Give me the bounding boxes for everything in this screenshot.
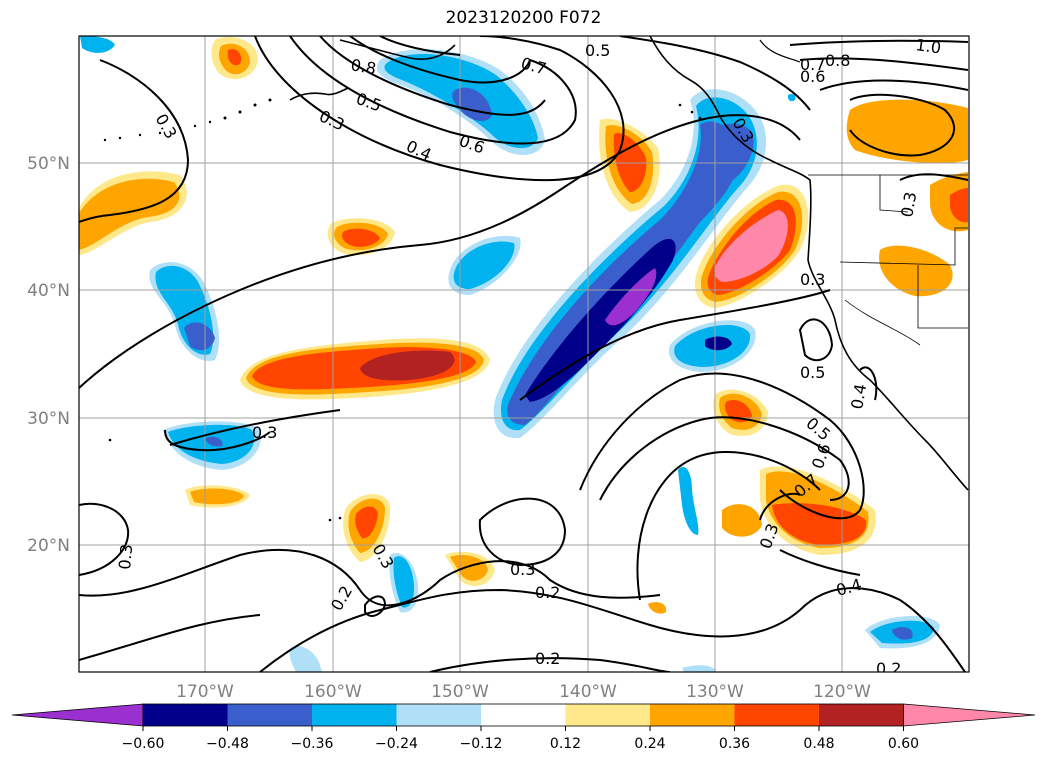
colorbar-swatch <box>650 704 735 726</box>
contour-label: 0.3 <box>897 190 920 218</box>
colorbar-tick-label: 0.36 <box>719 736 750 752</box>
lon-label: 140°W <box>559 682 617 702</box>
contour-label: 0.2 <box>535 649 560 668</box>
contour-label: 0.7 <box>800 55 825 74</box>
latitude-labels: 50°N 40°N 30°N 20°N <box>27 154 70 556</box>
colorbar-swatch <box>734 704 820 726</box>
islands <box>103 98 702 522</box>
lon-label: 150°W <box>431 682 489 702</box>
colorbar-swatch <box>227 704 313 726</box>
contour-label: 0.3 <box>510 560 535 579</box>
map-panel: 0.3 0.3 0.5 0.8 0.4 0.6 0.7 0.5 1.0 0.8 … <box>79 35 969 678</box>
contour-label: 0.5 <box>585 41 610 60</box>
contour-label: 0.8 <box>349 55 377 78</box>
colorbar-tick-label: 0.48 <box>803 736 834 752</box>
colorbar <box>11 703 1036 727</box>
map-frame <box>78 35 970 673</box>
contour-label: 1.0 <box>914 35 942 57</box>
colorbar-tick-label: 0.24 <box>634 736 665 752</box>
contour-label: 0.4 <box>847 382 870 410</box>
contour-label: 0.3 <box>115 543 136 570</box>
lat-label: 40°N <box>27 281 70 301</box>
longitude-labels: 170°W 160°W 150°W 140°W 130°W 120°W <box>176 682 871 702</box>
contour-label: 0.5 <box>800 363 825 382</box>
colorbar-tick-label: −0.24 <box>375 736 418 752</box>
colorbar-extend-min <box>11 703 144 727</box>
lon-label: 120°W <box>813 682 871 702</box>
colorbar-tick-label: −0.60 <box>122 736 165 752</box>
contour-label: 0.3 <box>252 423 277 442</box>
contour-label: 0.2 <box>535 583 560 602</box>
negative-anomaly-fills <box>80 36 940 672</box>
contour-label: 0.8 <box>825 51 850 70</box>
colorbar-swatch <box>481 704 566 726</box>
colorbar-swatch <box>819 704 904 726</box>
lon-label: 160°W <box>304 682 362 702</box>
colorbar-extend-max <box>903 703 1036 727</box>
colorbar-tick-label: −0.36 <box>291 736 334 752</box>
colorbar-swatch <box>312 704 397 726</box>
lat-label: 20°N <box>27 536 70 556</box>
colorbar-tick-label: −0.48 <box>206 736 249 752</box>
colorbar-swatch <box>396 704 482 726</box>
lat-label: 30°N <box>27 409 70 429</box>
colorbar-tick-label: 0.12 <box>550 736 581 752</box>
positive-anomaly-fills <box>79 36 968 614</box>
contour-label-group: 0.3 0.3 0.5 0.8 0.4 0.6 0.7 0.5 1.0 0.8 … <box>115 35 942 678</box>
lon-label: 130°W <box>686 682 744 702</box>
colorbar-tick-label: 0.60 <box>888 736 919 752</box>
lon-label: 170°W <box>176 682 234 702</box>
contour-lines <box>79 36 969 672</box>
contour-label: 0.3 <box>800 270 825 289</box>
colorbar-swatch <box>143 704 228 726</box>
colorbar-swatch <box>565 704 651 726</box>
contour-label: 0.6 <box>800 67 825 86</box>
colorbar-outline <box>142 703 904 727</box>
lat-label: 50°N <box>27 154 70 174</box>
map-title: 2023120200 F072 <box>445 8 602 28</box>
colorbar-tick-label: −0.12 <box>460 736 503 752</box>
contour-label: 0.2 <box>876 659 901 678</box>
colorbar-ticks: −0.60 −0.48 −0.36 −0.24 −0.12 0.12 0.24 0.36 0.4… <box>122 726 919 752</box>
